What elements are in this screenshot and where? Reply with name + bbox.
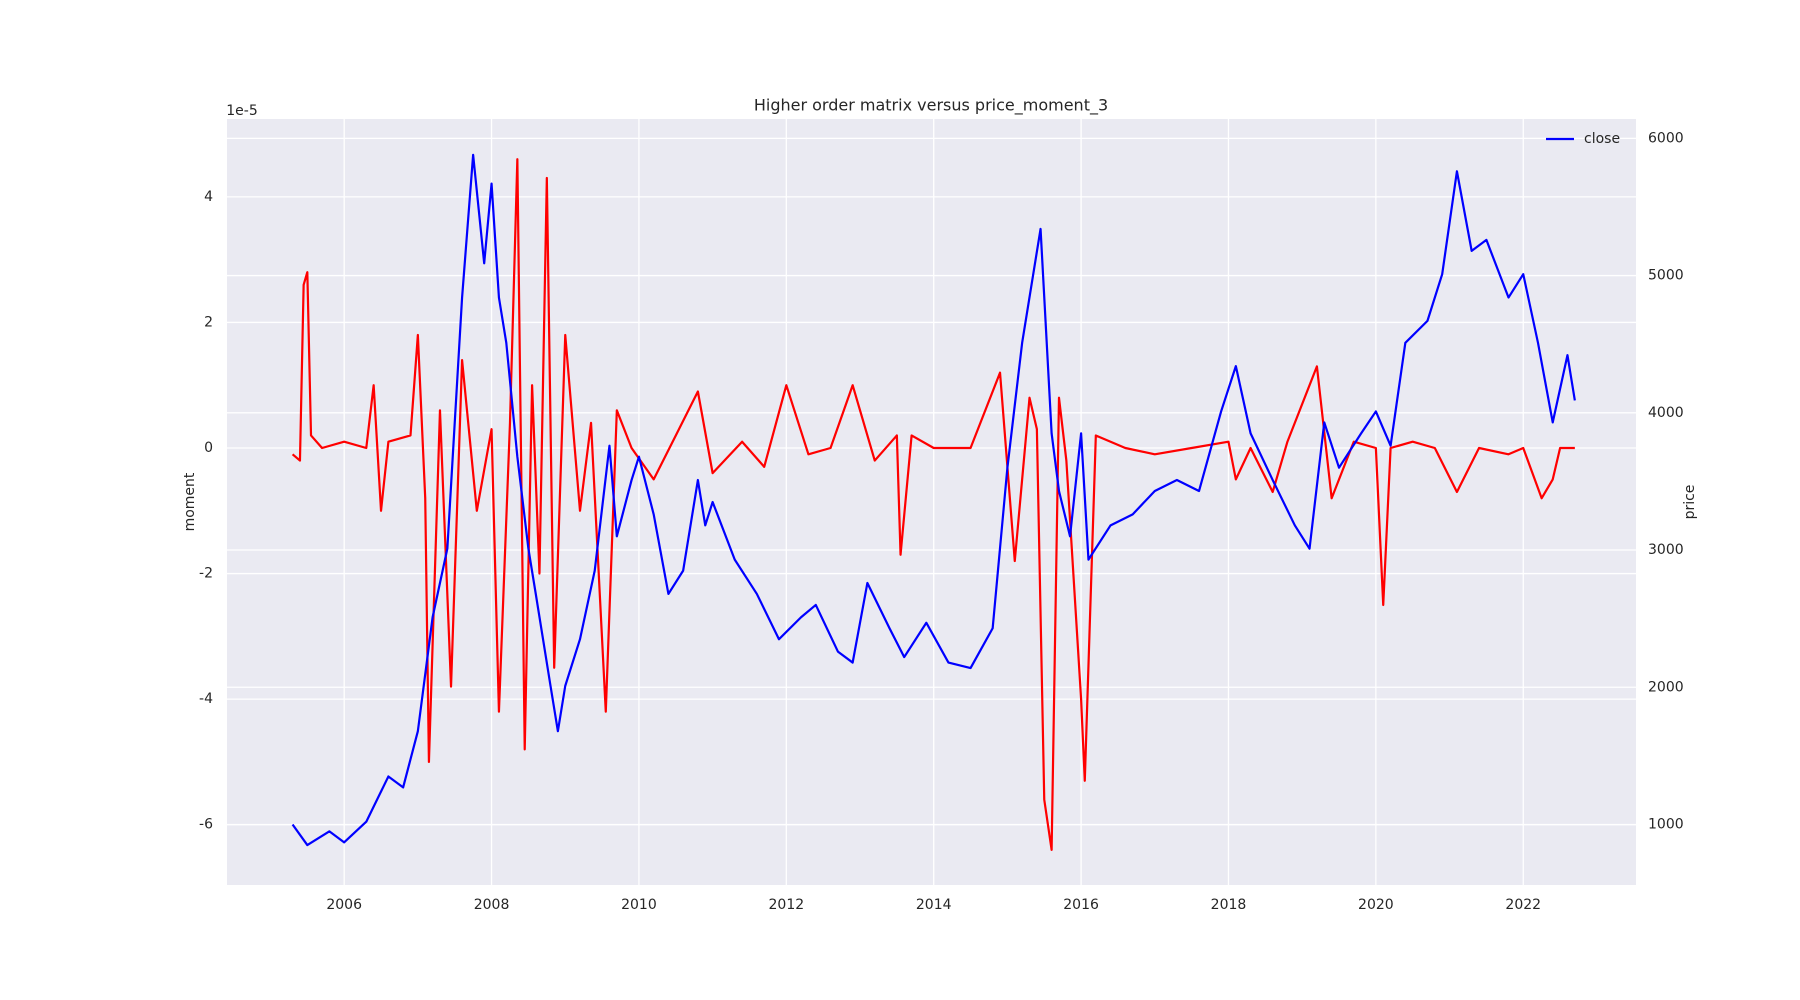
y-tick-label: 2 — [204, 314, 213, 330]
data-line — [291, 158, 1575, 851]
x-tick-label: 2016 — [1063, 897, 1099, 913]
x-tick-label: 2012 — [769, 897, 805, 913]
lines — [291, 153, 1576, 851]
y2-tick-label: 3000 — [1648, 542, 1684, 558]
y2-tick-label: 2000 — [1648, 679, 1684, 695]
y-tick-label: 4 — [204, 189, 213, 205]
x-tick-label: 2020 — [1358, 897, 1394, 913]
x-tick-label: 2008 — [474, 897, 510, 913]
chart-title: Higher order matrix versus price_moment_… — [754, 96, 1108, 116]
x-tick-label: 2006 — [326, 897, 362, 913]
y2-tick-label: 4000 — [1648, 405, 1684, 421]
legend: close — [1546, 131, 1620, 147]
x-tick-label: 2014 — [916, 897, 952, 913]
y-tick-label: -6 — [199, 817, 213, 833]
y2-axis-label: price — [1682, 485, 1698, 520]
x-tick-label: 2018 — [1211, 897, 1247, 913]
y-axis-label: moment — [182, 472, 198, 531]
y-offset-label: 1e-5 — [226, 103, 257, 119]
y-tick-label: 0 — [204, 440, 213, 456]
y2-tick-label: 5000 — [1648, 268, 1684, 284]
legend-label: close — [1584, 131, 1620, 147]
y-tick-label: -2 — [199, 566, 213, 582]
y2-tick-label: 6000 — [1648, 130, 1684, 146]
plot-area — [227, 119, 1636, 885]
x-tick-label: 2010 — [621, 897, 657, 913]
x-tick-label: 2022 — [1505, 897, 1541, 913]
y2-tick-label: 1000 — [1648, 816, 1684, 832]
y-tick-label: -4 — [199, 691, 213, 707]
data-line — [291, 153, 1576, 847]
